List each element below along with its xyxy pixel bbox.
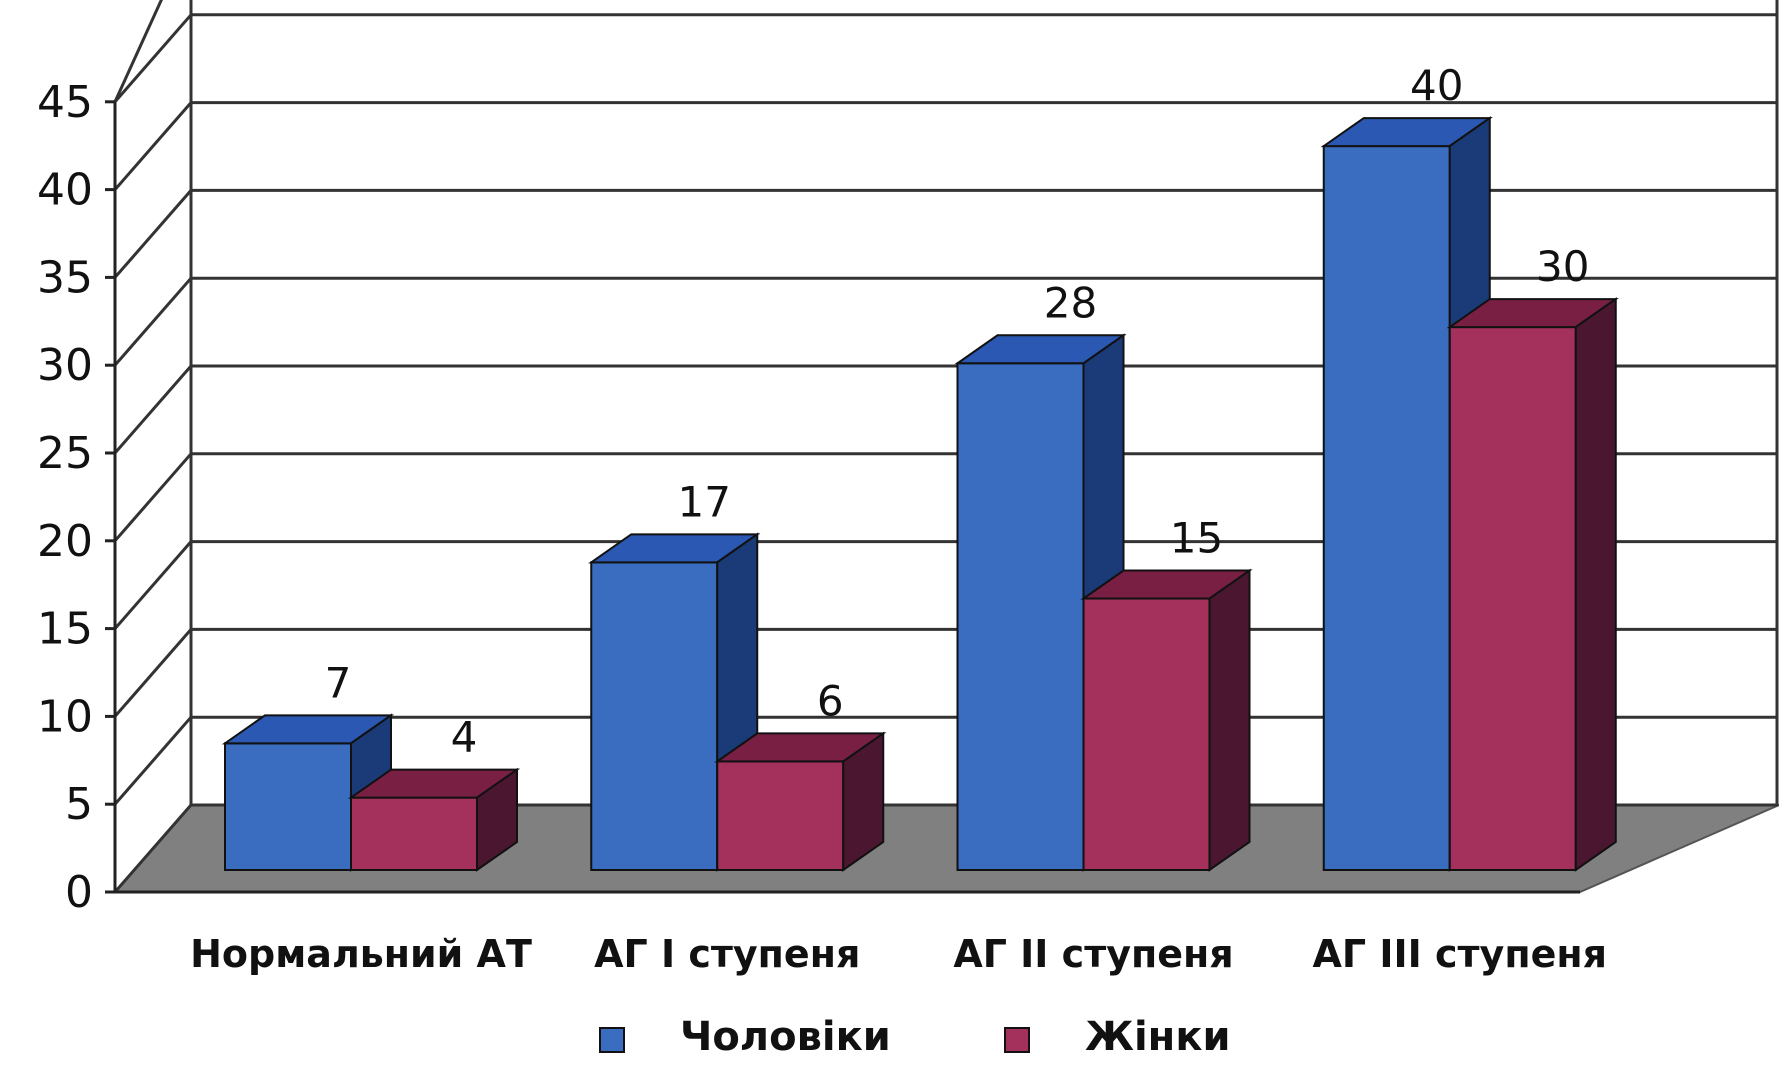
bar-women-3 [1448, 326, 1577, 871]
y-tick-label: 40 [37, 165, 93, 216]
x-tick-label: АГ ІІІ ступеня [1313, 932, 1608, 976]
y-axis: 0 5 10 15 20 25 30 35 40 45 [37, 77, 1580, 918]
side-gridline [113, 452, 193, 542]
y-tick-label: 0 [65, 867, 93, 918]
data-label: 6 [817, 676, 844, 725]
y-tick-label: 10 [37, 691, 93, 742]
bar-women-1 [716, 760, 845, 871]
bar-side-women-3 [1574, 297, 1617, 872]
side-wall-edge [113, 0, 163, 103]
bar-side-women-0 [476, 767, 518, 872]
bar-side-women-2 [1208, 568, 1251, 872]
x-tick-label: АГ І ступеня [594, 932, 860, 976]
data-labels: 7 4 17 6 28 15 40 30 [325, 61, 1590, 762]
y-tick-label: 15 [37, 604, 93, 655]
y-tick-label: 20 [37, 516, 93, 567]
data-label: 15 [1170, 514, 1223, 563]
side-gridline [113, 101, 193, 191]
bar-men-1 [590, 561, 719, 872]
y-tick-label: 30 [37, 340, 93, 391]
side-gridline [113, 804, 193, 893]
data-label: 40 [1410, 61, 1463, 110]
y-tick-label: 45 [37, 77, 93, 128]
side-gridline [113, 13, 193, 103]
data-label: 7 [325, 658, 352, 707]
bar-men-3 [1322, 145, 1451, 872]
side-gridline [113, 540, 193, 630]
legend-label: Чоловіки [680, 1014, 891, 1060]
side-gridline [113, 365, 193, 454]
legend-swatch [1004, 1027, 1030, 1053]
bar-side-women-1 [842, 731, 885, 872]
data-label: 30 [1536, 242, 1589, 291]
legend-swatch [599, 1027, 625, 1053]
data-label: 28 [1044, 278, 1097, 327]
legend: Чоловіки Жінки [599, 1014, 1231, 1060]
side-gridline [113, 716, 193, 806]
bars [221, 116, 1619, 872]
y-tick-label: 25 [37, 428, 93, 479]
legend-label: Жінки [1085, 1014, 1231, 1060]
x-tick-label: Нормальний АТ [190, 932, 532, 976]
side-gridline [113, 277, 193, 367]
x-tick-label: АГ ІІ ступеня [953, 932, 1233, 976]
y-tick-label: 5 [65, 779, 93, 830]
bar-women-2 [1082, 597, 1211, 871]
bar-women-0 [350, 796, 478, 871]
side-gridline [113, 628, 193, 718]
bar-men-2 [956, 362, 1085, 871]
data-label: 17 [678, 477, 731, 526]
side-gridline [113, 189, 193, 279]
data-label: 4 [451, 713, 478, 762]
x-axis: Нормальний АТ АГ І ступеня АГ ІІ ступеня АГ… [190, 932, 1607, 976]
y-tick-label: 35 [37, 252, 93, 303]
bar-men-0 [224, 742, 352, 872]
